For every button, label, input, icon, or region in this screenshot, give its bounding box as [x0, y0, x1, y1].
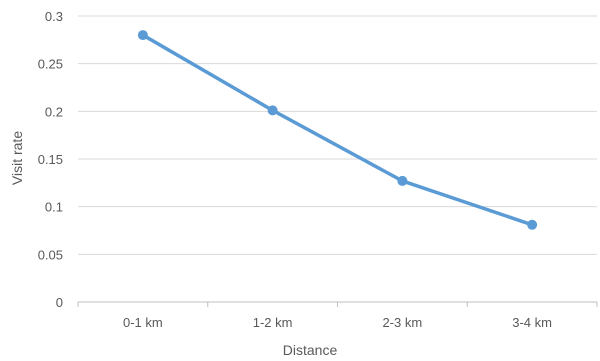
data-point	[397, 175, 408, 186]
series-group	[137, 30, 538, 230]
data-point	[267, 105, 278, 116]
x-axis-title: Distance	[283, 342, 338, 358]
series-line	[141, 33, 534, 227]
gridlines	[78, 15, 597, 255]
y-tick-label: 0.15	[38, 152, 63, 167]
data-point	[137, 30, 148, 41]
y-tick-label: 0	[56, 295, 63, 310]
x-tick-label: 1-2 km	[253, 315, 293, 330]
y-axis-tick-labels: 0 0.05 0.1 0.15 0.2 0.25 0.3	[38, 9, 63, 310]
x-axis	[77, 301, 598, 307]
x-tick-label: 0-1 km	[123, 315, 163, 330]
x-axis-tick-labels: 0-1 km 1-2 km 2-3 km 3-4 km	[123, 315, 552, 330]
y-tick-label: 0.25	[38, 57, 63, 72]
x-tick-label: 2-3 km	[383, 315, 423, 330]
y-axis-title: Visit rate	[9, 131, 25, 185]
y-tick-label: 0.05	[38, 247, 63, 262]
y-tick-label: 0.3	[45, 9, 63, 24]
y-tick-label: 0.1	[45, 200, 63, 215]
data-point	[527, 219, 538, 230]
x-tick-label: 3-4 km	[512, 315, 552, 330]
y-tick-label: 0.2	[45, 104, 63, 119]
